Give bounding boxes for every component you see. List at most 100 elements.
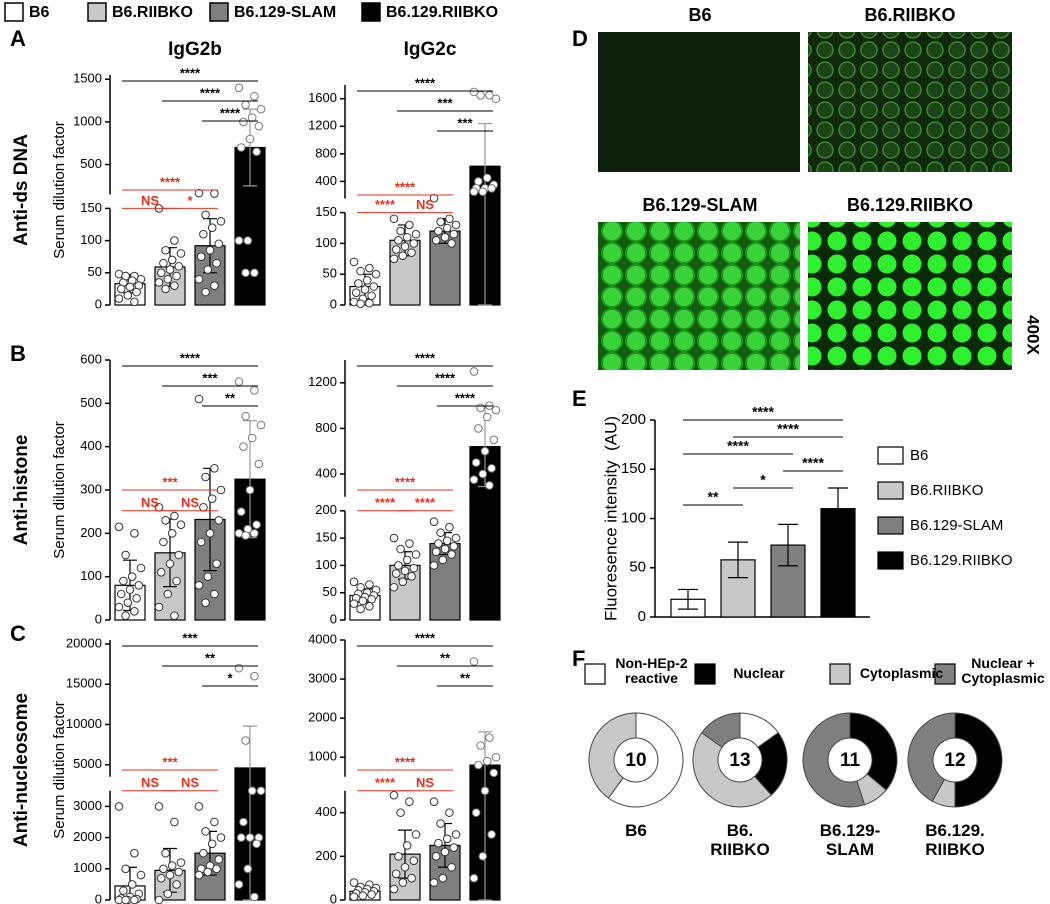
data-point (194, 188, 204, 198)
y-tick-label: 50 (323, 584, 337, 599)
data-point (252, 839, 261, 849)
y-tick-label: 100 (621, 509, 646, 526)
legend-label: B6 (910, 447, 928, 464)
data-point (442, 536, 452, 546)
significance-label: **** (395, 474, 416, 489)
data-point (239, 117, 248, 127)
significance-label: **** (180, 350, 201, 365)
legend-swatch (361, 2, 381, 22)
data-point (203, 867, 213, 877)
data-point (485, 91, 494, 100)
data-point (489, 768, 499, 778)
y-axis-label: Serum dilution factor (51, 121, 68, 259)
data-point (176, 520, 186, 529)
error-bar (828, 487, 848, 530)
data-point (134, 581, 144, 590)
data-point (234, 236, 244, 245)
data-point (250, 386, 259, 395)
data-point (394, 561, 403, 570)
group-label: B6.129-SLAM (819, 821, 881, 859)
data-point (156, 268, 166, 278)
significance-label: NS (141, 495, 159, 510)
data-point (436, 819, 445, 828)
data-point (367, 890, 376, 899)
significance-label: *** (202, 370, 218, 385)
data-point (436, 528, 445, 537)
y-tick-label: 200 (621, 411, 646, 428)
data-point (367, 594, 376, 604)
y-tick-label: 0 (330, 296, 337, 311)
data-point (474, 424, 483, 433)
data-point (431, 236, 441, 245)
data-point (429, 561, 439, 570)
data-point (154, 895, 164, 904)
data-point (121, 611, 130, 620)
data-point (130, 297, 139, 307)
y-tick-label: 0 (638, 608, 646, 625)
y-axis-label: Fluoresence intensity (AU) (601, 416, 620, 621)
significance-label: *** (437, 95, 453, 110)
data-point (254, 121, 264, 131)
data-point (389, 254, 399, 264)
data-point (236, 143, 246, 152)
y-tick-label: 400 (315, 173, 337, 188)
data-point (121, 550, 130, 560)
data-point (402, 841, 412, 850)
data-point (214, 516, 224, 525)
y-tick-label: 800 (315, 420, 337, 435)
data-point (469, 873, 479, 883)
data-point (482, 412, 492, 422)
significance-label: **** (160, 174, 181, 189)
data-point (123, 598, 133, 607)
significance-label: **** (727, 438, 749, 454)
data-point (130, 895, 139, 904)
data-point (201, 287, 210, 297)
data-point (170, 236, 179, 245)
data-point (480, 446, 490, 456)
y-tick-label: 100 (80, 232, 102, 247)
data-point (214, 239, 224, 249)
micrograph-label: B6.RIIBKO (864, 5, 955, 25)
data-point (119, 576, 128, 586)
data-point (482, 173, 492, 183)
data-point (391, 869, 401, 879)
data-point (398, 878, 408, 887)
group-label: B6 (625, 821, 647, 840)
data-point (205, 245, 215, 255)
micrograph (808, 222, 1012, 370)
data-point (469, 475, 479, 485)
data-point (447, 862, 456, 872)
data-point (156, 568, 166, 577)
data-point (239, 817, 248, 827)
data-point (482, 756, 492, 766)
y-tick-label: 150 (315, 530, 337, 545)
data-point (396, 544, 405, 554)
data-point (429, 797, 439, 807)
data-point (167, 255, 177, 265)
data-point (469, 87, 479, 97)
y-tick-label: 5000 (73, 756, 102, 771)
legend-swatch (4, 2, 24, 22)
data-point (172, 576, 181, 586)
error-bar (678, 588, 698, 610)
data-point (172, 271, 181, 281)
data-point (349, 878, 359, 887)
legend-swatch (877, 551, 904, 570)
y-tick-label: 2000 (308, 710, 337, 725)
data-point (411, 830, 421, 839)
data-point (407, 572, 416, 581)
row-label: Anti-ds DNA (11, 134, 32, 246)
data-point (478, 469, 488, 479)
data-point (121, 271, 130, 281)
y-tick-label: 150 (80, 200, 102, 215)
data-point (396, 226, 405, 236)
data-point (434, 226, 443, 236)
data-point (491, 94, 501, 104)
data-point (210, 589, 219, 599)
data-point (356, 266, 365, 276)
y-tick-label: 1000 (73, 113, 102, 128)
data-point (431, 852, 441, 861)
panel-label: B (10, 341, 26, 366)
data-point (174, 262, 184, 271)
data-point (349, 599, 359, 608)
